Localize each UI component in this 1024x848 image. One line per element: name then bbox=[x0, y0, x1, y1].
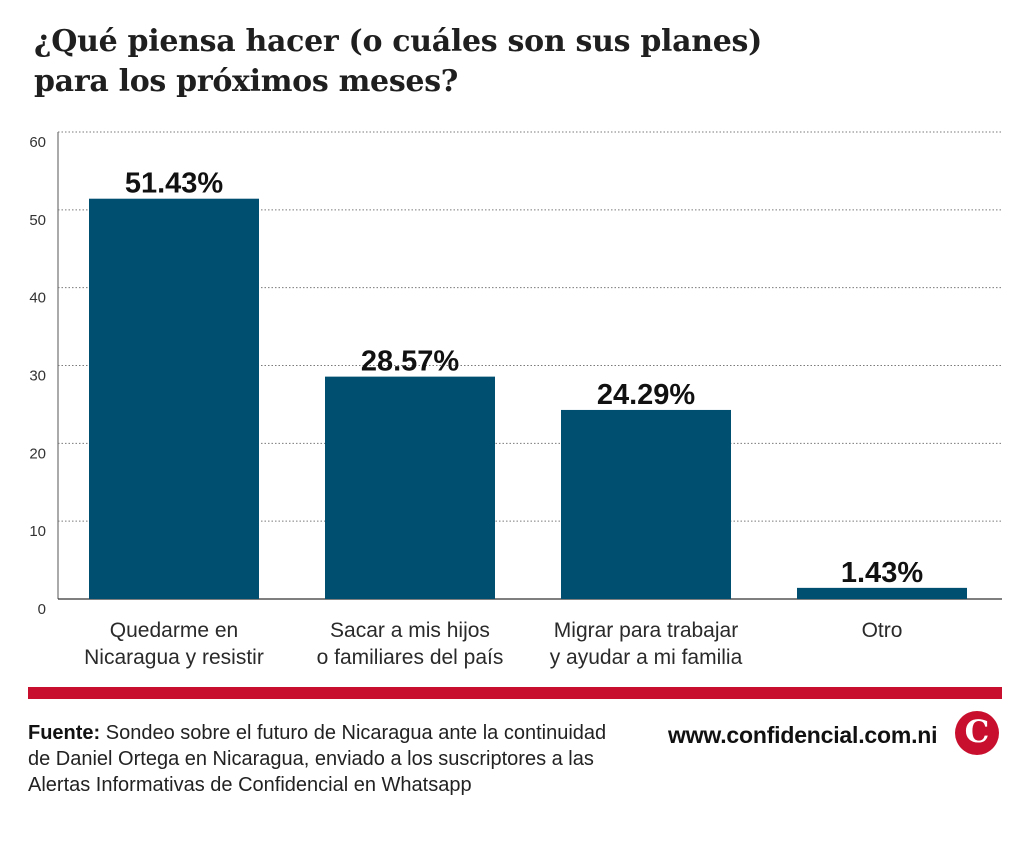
y-tick-label-10: 10 bbox=[29, 523, 46, 540]
bar-0 bbox=[89, 198, 259, 599]
category-label-1-line-1: o familiares del país bbox=[317, 646, 504, 669]
bar-value-label-0: 51.43% bbox=[125, 168, 224, 200]
bar-value-label-2: 24.29% bbox=[597, 379, 696, 411]
y-tick-label-50: 50 bbox=[29, 212, 46, 229]
category-label-1-line-0: Sacar a mis hijos bbox=[330, 619, 490, 642]
bar-value-label-3: 1.43% bbox=[841, 557, 923, 589]
category-label-0-line-1: Nicaragua y resistir bbox=[84, 646, 264, 669]
y-tick-label-40: 40 bbox=[29, 290, 46, 307]
y-tick-label-60: 60 bbox=[29, 134, 46, 151]
category-label-0-line-0: Quedarme en bbox=[110, 619, 238, 642]
category-label-3-line-0: Otro bbox=[862, 619, 903, 642]
chart-title-line-1: ¿Qué piensa hacer (o cuáles son sus plan… bbox=[34, 24, 763, 59]
site-url[interactable]: www.confidencial.com.ni bbox=[668, 722, 938, 748]
source-note: Fuente: Sondeo sobre el futuro de Nicara… bbox=[28, 720, 608, 798]
category-label-2-line-1: y ayudar a mi familia bbox=[550, 646, 743, 669]
bar-2 bbox=[561, 409, 731, 599]
source-label: Fuente: bbox=[28, 722, 101, 744]
bar-1 bbox=[325, 376, 495, 599]
bar-3 bbox=[797, 587, 967, 599]
confidencial-logo-icon: C bbox=[955, 711, 999, 755]
y-tick-label-30: 30 bbox=[29, 368, 46, 385]
bar-value-label-1: 28.57% bbox=[361, 346, 460, 378]
source-text: Sondeo sobre el futuro de Nicaragua ante… bbox=[28, 722, 607, 796]
y-tick-label-0: 0 bbox=[38, 601, 46, 618]
chart-title-line-2: para los próximos meses? bbox=[34, 64, 459, 99]
category-label-2-line-0: Migrar para trabajar bbox=[554, 619, 738, 642]
bar-chart: 0 10 20 30 40 50 60 51.43% Quedarme en Nicaragua … bbox=[29, 131, 1002, 669]
logo-letter: C bbox=[964, 713, 990, 750]
y-tick-label-20: 20 bbox=[29, 445, 46, 462]
red-divider bbox=[28, 687, 1002, 699]
chart-title: ¿Qué piensa hacer (o cuáles son sus plan… bbox=[34, 22, 934, 102]
